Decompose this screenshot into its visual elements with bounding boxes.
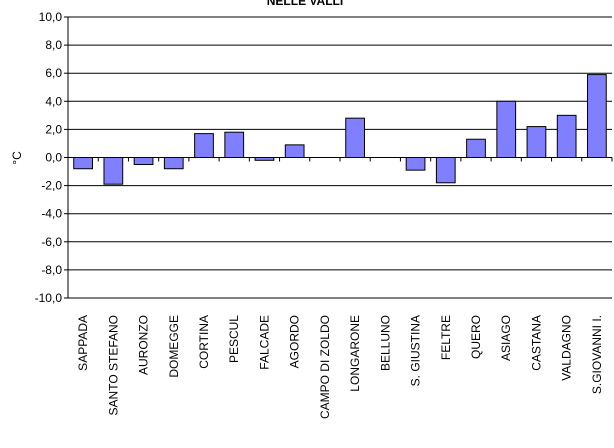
bar — [526, 126, 547, 158]
x-tick-label: QUERO — [469, 315, 483, 359]
category-labels: SAPPADA SANTO STEFANO AURONZO DOMEGGE CORTIN… — [76, 315, 604, 419]
y-tick-label: -4,0 — [41, 207, 62, 221]
x-tick-label: SAPPADA — [76, 315, 90, 371]
bar — [224, 131, 245, 159]
bar — [194, 133, 214, 159]
y-tick-label: 8,0 — [45, 38, 62, 52]
y-axis-label: °C — [10, 151, 24, 165]
bar — [133, 157, 154, 166]
x-tick-label: DOMEGGE — [167, 315, 181, 378]
x-tick-label: FELTRE — [439, 315, 453, 360]
y-tick-label: -8,0 — [41, 263, 62, 277]
x-tick-label: S.GIOVANNI I. — [590, 315, 604, 394]
y-tick-label: 0,0 — [45, 151, 62, 165]
x-tick-label: AURONZO — [137, 315, 151, 375]
x-tick-label: ASIAGO — [499, 315, 513, 361]
x-tick-label: CORTINA — [197, 315, 211, 369]
y-tick-label: -2,0 — [41, 179, 62, 193]
bar — [435, 157, 456, 184]
x-tick-label: SANTO STEFANO — [106, 315, 120, 415]
y-tick-label: 2,0 — [45, 122, 62, 136]
x-tick-label: LONGARONE — [348, 315, 362, 392]
y-tick-label: -10,0 — [35, 291, 63, 305]
bar — [587, 74, 607, 158]
x-tick-label: FALCADE — [257, 315, 271, 370]
chart-title: NELLE VALLI — [267, 0, 343, 8]
bars — [73, 74, 607, 185]
y-axis-ticks: -10,0 -8,0 -6,0 -4,0 -2,0 0,0 2,0 4,0 6,0 8,0 10,0 — [35, 10, 68, 305]
y-tick-label: 6,0 — [45, 66, 62, 80]
bar — [163, 157, 184, 170]
bar — [496, 100, 517, 159]
x-tick-label: BELLUNO — [378, 315, 392, 371]
x-tick-label: AGORDO — [288, 315, 302, 368]
bar — [103, 157, 124, 185]
bar — [556, 114, 577, 158]
bar — [405, 157, 426, 171]
bar — [345, 117, 365, 159]
axes — [67, 17, 613, 298]
y-tick-label: -6,0 — [41, 235, 62, 249]
y-tick-label: 4,0 — [45, 94, 62, 108]
x-tick-label: VALDAGNO — [560, 315, 574, 381]
x-tick-label: CAMPO DI ZOLDO — [318, 315, 332, 419]
x-tick-label: CASTANA — [529, 315, 543, 371]
x-tick-label: PESCUL — [227, 315, 241, 363]
bar — [73, 157, 93, 170]
bar — [284, 144, 305, 158]
y-tick-label: 10,0 — [39, 10, 63, 24]
bar — [466, 138, 486, 158]
x-tick-label: S. GIUSTINA — [409, 315, 423, 386]
